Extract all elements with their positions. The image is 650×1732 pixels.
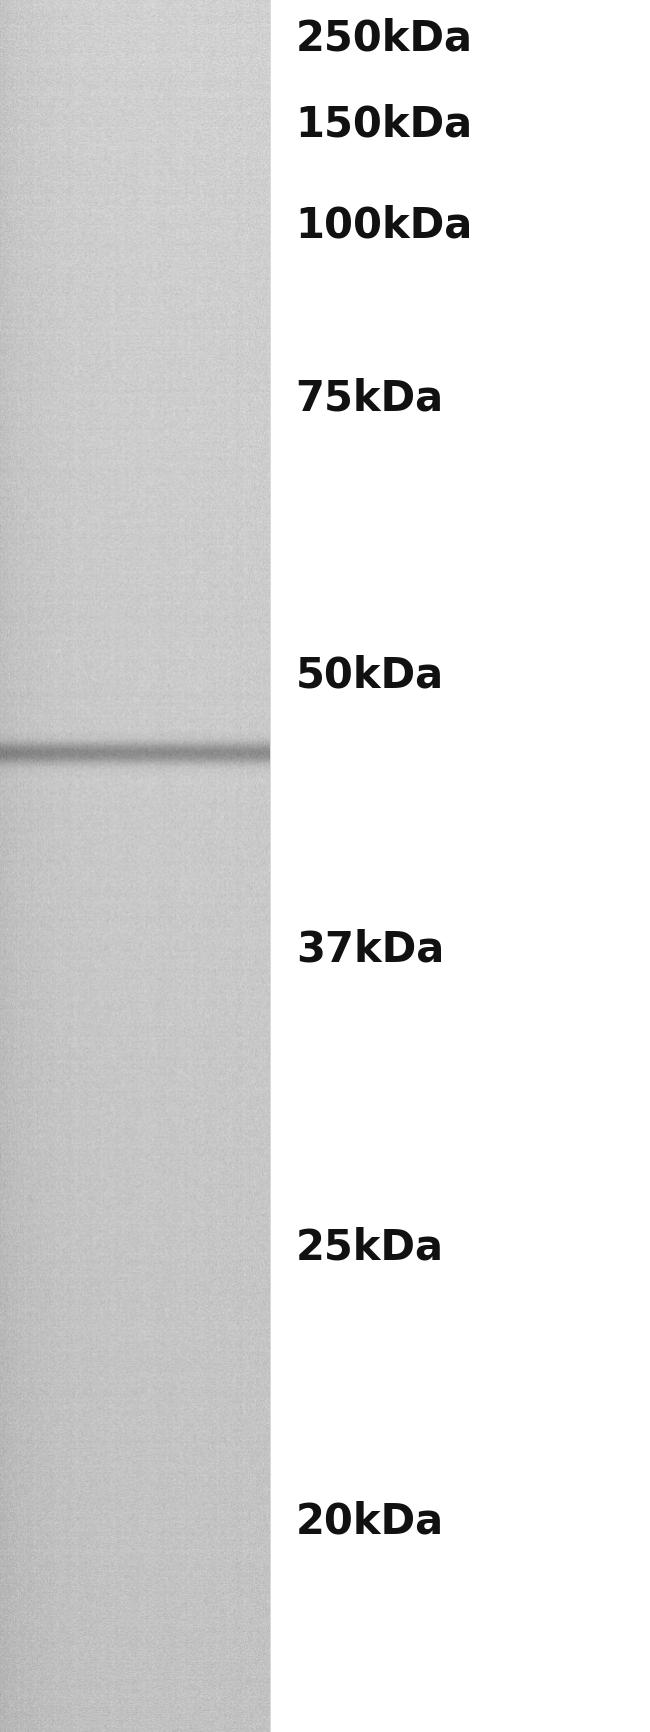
Text: 100kDa: 100kDa — [296, 204, 473, 246]
Text: 75kDa: 75kDa — [296, 378, 444, 419]
Text: 250kDa: 250kDa — [296, 17, 473, 59]
Text: 150kDa: 150kDa — [296, 104, 473, 145]
Text: 20kDa: 20kDa — [296, 1500, 444, 1541]
Text: 50kDa: 50kDa — [296, 655, 444, 696]
Text: 37kDa: 37kDa — [296, 928, 444, 970]
Bar — [270, 0, 650, 1732]
Text: 25kDa: 25kDa — [296, 1226, 444, 1268]
